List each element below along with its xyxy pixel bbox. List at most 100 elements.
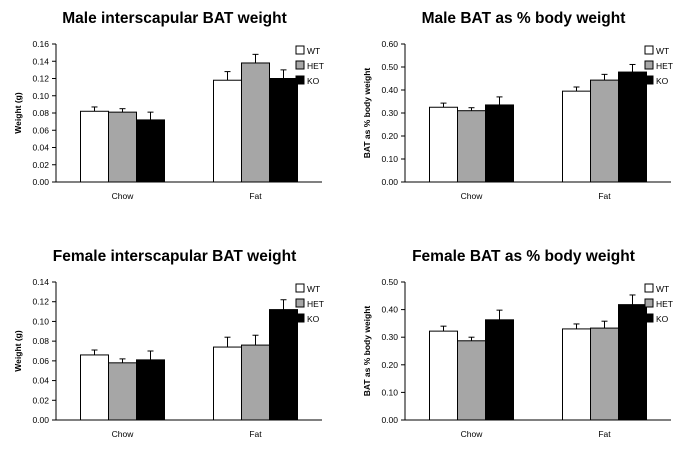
legend-label: WT xyxy=(656,284,669,294)
y-tick-label: 0.50 xyxy=(381,62,398,72)
legend-label: HET xyxy=(656,299,673,309)
legend-label: HET xyxy=(307,61,324,71)
chart-title: Male interscapular BAT weight xyxy=(62,10,287,27)
chart-panel-male-bat-percent: Male BAT as % body weight 0.00 0.10 0.20 0.… xyxy=(349,0,698,226)
y-tick-label: 0.06 xyxy=(32,125,49,135)
x-category-label: Chow xyxy=(112,429,135,439)
chart-title: Female interscapular BAT weight xyxy=(52,248,297,265)
chart-svg: 0.00 0.10 0.20 0.30 0.40 0.50 0.60 BAT as % bod… xyxy=(362,39,673,201)
legend-swatch xyxy=(295,283,305,293)
bar-wt-fat xyxy=(562,90,591,183)
y-tick-label: 0.40 xyxy=(381,305,398,315)
bar-het-chow xyxy=(108,111,137,183)
y-tick-label: 0.60 xyxy=(381,39,398,49)
legend-label: HET xyxy=(656,61,673,71)
legend-swatch xyxy=(295,313,305,323)
y-tick-label: 0.14 xyxy=(32,56,49,66)
y-tick-label: 0.16 xyxy=(32,39,49,49)
x-category-label: Chow xyxy=(461,429,484,439)
legend-label: WT xyxy=(307,46,320,56)
chart-svg: 0.00 0.02 0.04 0.06 0.08 0.10 0.12 0.14 0.16 Weig… xyxy=(13,39,324,201)
legend-swatch xyxy=(295,298,305,308)
y-tick-label: 0.10 xyxy=(381,387,398,397)
bar-het-fat xyxy=(590,327,619,421)
x-category-label: Fat xyxy=(249,429,262,439)
y-tick-label: 0.14 xyxy=(32,277,49,287)
legend-swatch xyxy=(295,75,305,85)
bar-ko-chow xyxy=(485,104,514,183)
y-tick-label: 0.30 xyxy=(381,332,398,342)
chart-title: Male BAT as % body weight xyxy=(421,10,626,27)
y-tick-label: 0.04 xyxy=(32,143,49,153)
legend-label: HET xyxy=(307,299,324,309)
y-tick-label: 0.04 xyxy=(32,376,49,386)
y-axis-title: Weight (g) xyxy=(13,92,23,134)
bar-ko-chow xyxy=(136,119,165,183)
bar-wt-chow xyxy=(80,354,109,421)
legend-swatch xyxy=(644,75,654,85)
x-category-label: Fat xyxy=(598,429,611,439)
chart-panel-female-bat-weight: Female interscapular BAT weight 0.00 0.02… xyxy=(0,238,349,464)
y-tick-label: 0.00 xyxy=(32,415,49,425)
bar-het-chow xyxy=(457,340,486,421)
legend-label: WT xyxy=(656,46,669,56)
legend-swatch xyxy=(295,45,305,55)
bar-wt-chow xyxy=(429,330,458,421)
legend-label: KO xyxy=(307,76,320,86)
x-category-label: Fat xyxy=(598,191,611,201)
bar-het-chow xyxy=(108,362,137,421)
y-tick-label: 0.08 xyxy=(32,336,49,346)
y-tick-label: 0.02 xyxy=(32,395,49,405)
y-tick-label: 0.12 xyxy=(32,297,49,307)
y-tick-label: 0.20 xyxy=(381,131,398,141)
bar-wt-fat xyxy=(213,346,242,421)
bar-wt-fat xyxy=(562,328,591,421)
bar-ko-chow xyxy=(136,359,165,421)
y-tick-label: 0.50 xyxy=(381,277,398,287)
y-tick-label: 0.10 xyxy=(32,316,49,326)
y-tick-label: 0.10 xyxy=(32,91,49,101)
bar-het-fat xyxy=(241,62,270,183)
y-axis-title: BAT as % body weight xyxy=(362,306,372,397)
bar-het-fat xyxy=(241,344,270,421)
x-category-label: Chow xyxy=(112,191,135,201)
y-tick-label: 0.06 xyxy=(32,356,49,366)
y-tick-label: 0.30 xyxy=(381,108,398,118)
bar-ko-fat xyxy=(269,309,298,421)
bar-ko-fat xyxy=(618,71,647,183)
legend-swatch xyxy=(644,313,654,323)
legend-swatch xyxy=(644,298,654,308)
chart-panel-female-bat-percent: Female BAT as % body weight 0.00 0.10 0.20… xyxy=(349,238,698,464)
bar-wt-fat xyxy=(213,79,242,183)
y-tick-label: 0.08 xyxy=(32,108,49,118)
bar-ko-fat xyxy=(269,78,298,183)
y-tick-label: 0.10 xyxy=(381,154,398,164)
legend-swatch xyxy=(644,45,654,55)
y-tick-label: 0.00 xyxy=(381,177,398,187)
x-category-label: Fat xyxy=(249,191,262,201)
bar-ko-chow xyxy=(485,319,514,421)
y-tick-label: 0.00 xyxy=(381,415,398,425)
y-tick-label: 0.12 xyxy=(32,74,49,84)
legend-label: KO xyxy=(656,76,669,86)
chart-svg: 0.00 0.02 0.04 0.06 0.08 0.10 0.12 0.14 Weight (… xyxy=(13,277,324,439)
chart-title: Female BAT as % body weight xyxy=(412,248,635,265)
y-tick-label: 0.02 xyxy=(32,160,49,170)
bar-ko-fat xyxy=(618,304,647,421)
legend-label: WT xyxy=(307,284,320,294)
bar-wt-chow xyxy=(429,106,458,183)
legend-swatch xyxy=(295,60,305,70)
legend-label: KO xyxy=(307,314,320,324)
y-axis-title: BAT as % body weight xyxy=(362,68,372,159)
bar-het-chow xyxy=(457,110,486,183)
bar-wt-chow xyxy=(80,110,109,183)
legend-label: KO xyxy=(656,314,669,324)
y-tick-label: 0.40 xyxy=(381,85,398,95)
y-tick-label: 0.20 xyxy=(381,360,398,370)
chart-panel-male-bat-weight: Male interscapular BAT weight 0.00 0.02 0.… xyxy=(0,0,349,226)
y-tick-label: 0.00 xyxy=(32,177,49,187)
x-category-label: Chow xyxy=(461,191,484,201)
bar-het-fat xyxy=(590,79,619,183)
legend-swatch xyxy=(644,60,654,70)
legend-swatch xyxy=(644,283,654,293)
